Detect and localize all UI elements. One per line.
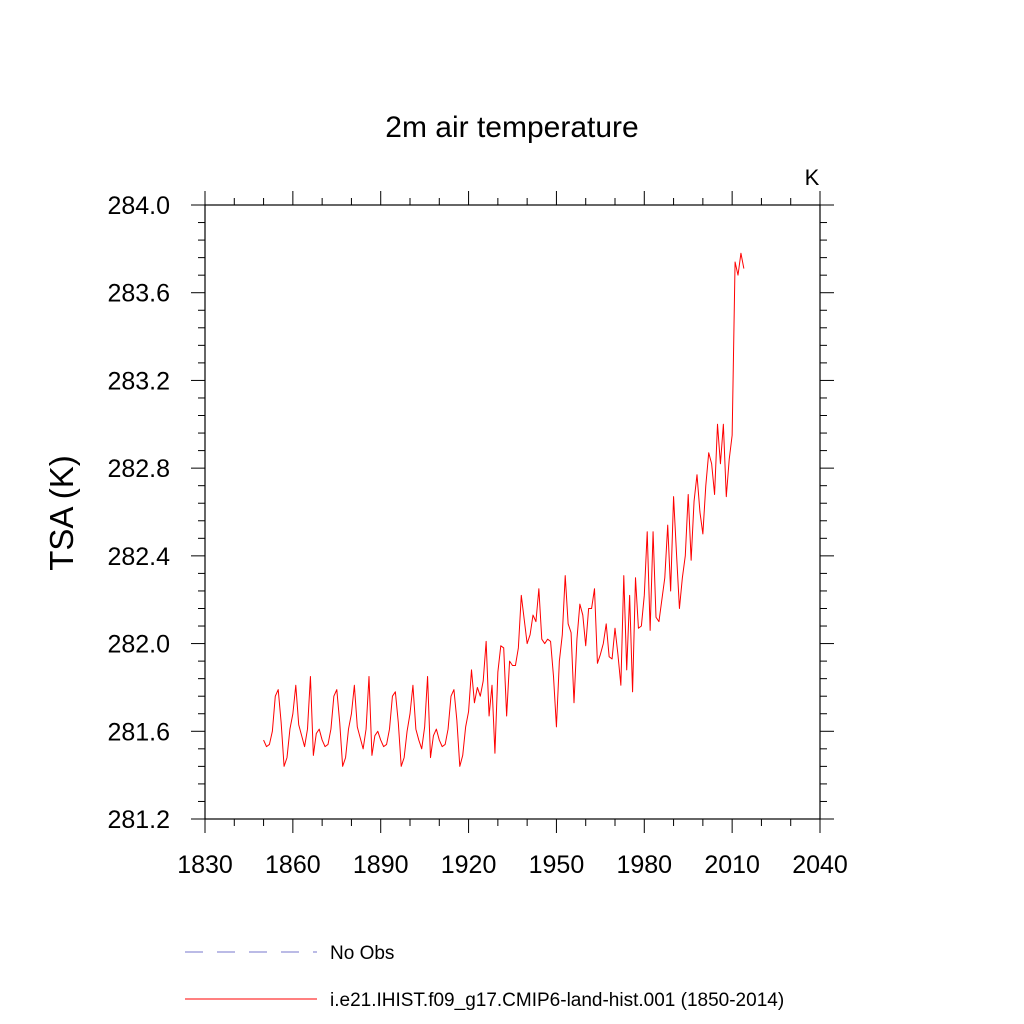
plot-frame — [204, 204, 821, 820]
y-tick-label: 281.6 — [107, 718, 170, 746]
x-tick-label: 1860 — [265, 851, 321, 879]
legend: No Obs i.e21.IHIST.f09_g17.CMIP6-land-his… — [185, 943, 784, 1011]
y-tick-label: 283.6 — [107, 280, 170, 308]
y-tick-label: 284.0 — [107, 192, 170, 220]
legend-label-1: i.e21.IHIST.f09_g17.CMIP6-land-hist.001 … — [330, 990, 784, 1011]
x-tick-label: 1830 — [177, 851, 233, 879]
series-line-1 — [263, 252, 745, 767]
x-tick-label: 2040 — [792, 851, 848, 879]
x-tick-label: 1950 — [529, 851, 585, 879]
y-tick-label: 282.0 — [107, 631, 170, 659]
x-tick-label: 1890 — [353, 851, 409, 879]
x-tick-label: 1920 — [441, 851, 497, 879]
y-tick-label: 282.4 — [107, 543, 170, 571]
y-tick-label: 283.2 — [107, 367, 170, 395]
legend-label-0: No Obs — [330, 943, 394, 964]
plot-area — [263, 252, 745, 767]
units-label: K — [805, 165, 820, 190]
x-tick-label: 1980 — [616, 851, 672, 879]
y-axis-title: TSA (K) — [43, 455, 80, 571]
x-tick-label: 2010 — [704, 851, 760, 879]
y-tick-label: 281.2 — [107, 806, 170, 834]
y-tick-label: 282.8 — [107, 455, 170, 483]
chart-title: 2m air temperature — [385, 111, 638, 144]
axes: 1830 1860 1890 1920 1950 1980 2010 2040 281.2 281… — [107, 191, 848, 879]
